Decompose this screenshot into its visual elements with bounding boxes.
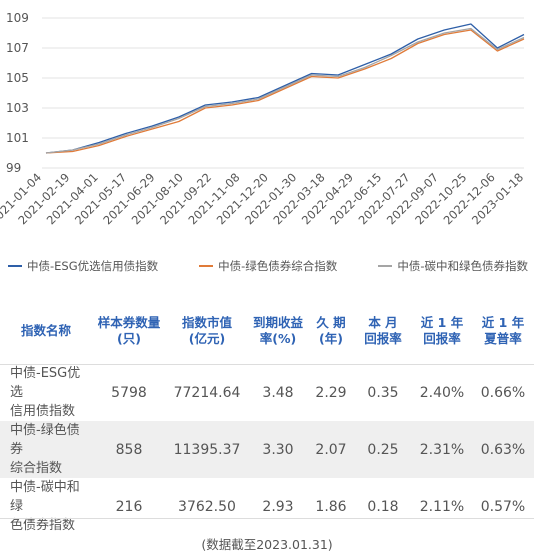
legend-swatch-green bbox=[199, 265, 214, 267]
legend-swatch-esg bbox=[8, 265, 22, 267]
header-duration: 久 期 (年) bbox=[316, 315, 346, 346]
cell-market-value: 77214.64 bbox=[173, 384, 241, 401]
legend-item-carbon: 中债-碳中和绿色债券指数 bbox=[378, 258, 528, 274]
series-line-0 bbox=[45, 23, 525, 154]
y-tick-label: 107 bbox=[6, 41, 29, 55]
cell-year-return: 2.40% bbox=[419, 384, 465, 401]
x-axis-ticks: 2021-01-042021-02-192021-04-012021-05-17… bbox=[0, 170, 526, 227]
y-tick-label: 105 bbox=[6, 71, 29, 85]
legend-item-green: 中债-绿色债券综合指数 bbox=[199, 258, 337, 274]
header-ytm: 到期收益 率(%) bbox=[252, 315, 303, 346]
y-tick-label: 103 bbox=[6, 101, 29, 115]
cell-count: 858 bbox=[92, 421, 166, 478]
cell-month-return: 0.35 bbox=[367, 384, 399, 401]
gridlines bbox=[42, 17, 524, 169]
table-header-row: 指数名称 样本券数量 (只) 指数市值 (亿元) 到期收益 率(%) 久 期 (年) 本… bbox=[0, 308, 534, 359]
legend-item-esg: 中债-ESG优选信用债指数 bbox=[8, 258, 158, 274]
cell-duration: 1.86 bbox=[315, 498, 347, 515]
cell-ytm: 3.30 bbox=[248, 421, 308, 478]
table-row: 中债-ESG优选 信用债指数 5798 77214.64 3.48 2.29 0.… bbox=[0, 359, 534, 421]
header-index-name: 指数名称 bbox=[20, 323, 71, 338]
index-stats-table: 指数名称 样本券数量 (只) 指数市值 (亿元) 到期收益 率(%) 久 期 (年) 本… bbox=[0, 308, 534, 535]
cell-ytm: 3.48 bbox=[262, 384, 294, 401]
header-sharpe: 近 1 年夏普率 bbox=[481, 315, 525, 346]
cell-market-value: 11395.37 bbox=[166, 421, 248, 478]
cell-month-return: 0.25 bbox=[354, 421, 412, 478]
y-tick-label: 101 bbox=[6, 131, 29, 145]
chart-legend: 中债-ESG优选信用债指数 中债-绿色债券综合指数 中债-碳中和绿色债券指数 bbox=[8, 256, 528, 276]
cell-market-value: 3762.50 bbox=[178, 498, 236, 515]
table-rule-bottom bbox=[0, 518, 534, 519]
cell-duration: 2.07 bbox=[308, 421, 354, 478]
cell-year-return: 2.11% bbox=[419, 498, 465, 515]
header-year-return: 近 1 年回报率 bbox=[420, 315, 464, 346]
cell-sharpe: 0.66% bbox=[480, 384, 526, 401]
cell-year-return: 2.31% bbox=[412, 421, 472, 478]
cell-sharpe: 0.63% bbox=[472, 421, 534, 478]
series-line-1 bbox=[45, 29, 525, 154]
cell-ytm: 2.93 bbox=[262, 498, 294, 515]
cell-index-name: 中债-ESG优选 信用债指数 bbox=[10, 366, 81, 419]
legend-label-green: 中债-绿色债券综合指数 bbox=[218, 259, 338, 273]
table-row: 中债-绿色债券 综合指数 858 11395.37 3.30 2.07 0.25 … bbox=[0, 421, 534, 478]
cell-sharpe: 0.57% bbox=[480, 498, 526, 515]
y-axis-ticks: 99 101 103 105 107 109 bbox=[6, 11, 29, 175]
legend-swatch-carbon bbox=[378, 265, 393, 267]
header-market-value: 指数市值 (亿元) bbox=[181, 315, 232, 346]
cell-duration: 2.29 bbox=[315, 384, 347, 401]
table-rule-top bbox=[0, 364, 534, 365]
series-line-2 bbox=[45, 27, 525, 154]
series-lines bbox=[45, 23, 525, 154]
cell-count: 5798 bbox=[111, 384, 147, 401]
cell-index-name: 中债-绿色债券 综合指数 bbox=[0, 421, 92, 478]
cell-count: 216 bbox=[115, 498, 143, 515]
cell-index-name: 中债-碳中和绿 色债券指数 bbox=[10, 480, 80, 533]
legend-label-carbon: 中债-碳中和绿色债券指数 bbox=[397, 259, 528, 273]
line-chart: 99 101 103 105 107 109 2021-01-042021-02-1920… bbox=[0, 11, 526, 227]
cell-month-return: 0.18 bbox=[367, 498, 399, 515]
header-sample-count: 样本券数量 (只) bbox=[97, 315, 161, 346]
data-date-note: (数据截至2023.01.31) bbox=[201, 537, 333, 552]
y-tick-label: 109 bbox=[6, 11, 29, 25]
header-month-return: 本 月回报率 bbox=[364, 315, 402, 346]
y-tick-label: 99 bbox=[6, 161, 21, 175]
legend-label-esg: 中债-ESG优选信用债指数 bbox=[27, 259, 159, 273]
table-row: 中债-碳中和绿 色债券指数 216 3762.50 2.93 1.86 0.18 … bbox=[0, 478, 534, 535]
